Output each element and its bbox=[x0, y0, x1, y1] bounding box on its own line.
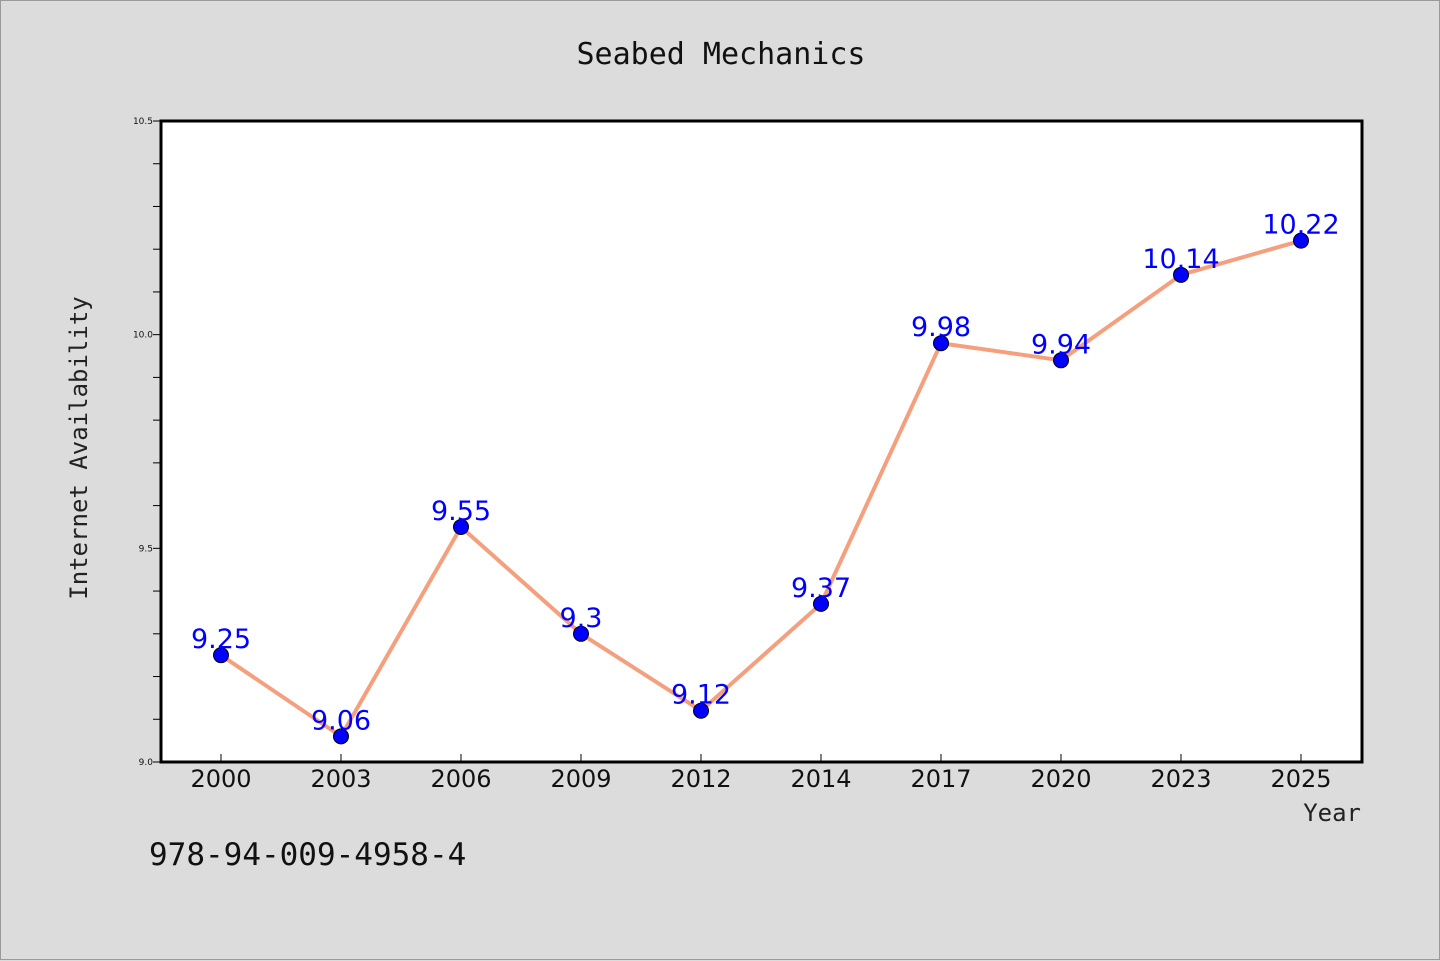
y-axis-label: Internet Availability bbox=[65, 296, 93, 599]
y-tick-label: 9.5 bbox=[139, 544, 153, 554]
x-tick-label: 2006 bbox=[430, 765, 491, 793]
data-point bbox=[333, 728, 349, 745]
data-label: 9.94 bbox=[1031, 329, 1091, 360]
isbn-text: 978-94-009-4958-4 bbox=[149, 837, 466, 873]
data-label: 9.06 bbox=[311, 705, 371, 736]
data-point bbox=[453, 518, 469, 535]
data-label: 9.25 bbox=[191, 624, 251, 655]
x-tick-label: 2000 bbox=[190, 765, 251, 793]
y-axis: 9.0 9.5 10.0 10.5 bbox=[133, 117, 161, 768]
x-tick-label: 2012 bbox=[670, 765, 731, 793]
data-label: 9.55 bbox=[431, 496, 491, 527]
data-label: 9.37 bbox=[791, 573, 851, 604]
data-point bbox=[573, 625, 589, 642]
x-tick-label: 2017 bbox=[910, 765, 971, 793]
series-group: 9.25 9.06 9.55 9.3 9.12 9.37 9.98 9.94 10.14 10.2… bbox=[191, 210, 1340, 745]
plot-area bbox=[159, 119, 1364, 764]
x-axis-label: Year bbox=[1303, 799, 1361, 827]
data-label: 10.14 bbox=[1142, 244, 1219, 275]
x-tick-label: 2014 bbox=[790, 765, 851, 793]
y-tick-label: 9.0 bbox=[139, 758, 154, 768]
x-tick-label: 2020 bbox=[1030, 765, 1091, 793]
x-tick-label: 2003 bbox=[310, 765, 371, 793]
data-point bbox=[1053, 352, 1069, 369]
x-tick-label: 2025 bbox=[1270, 765, 1331, 793]
data-point bbox=[1293, 232, 1309, 249]
chart-title: Seabed Mechanics bbox=[577, 37, 866, 72]
data-point bbox=[693, 702, 709, 719]
y-tick-label: 10.0 bbox=[133, 331, 153, 341]
data-point bbox=[1173, 266, 1189, 283]
data-label: 9.3 bbox=[560, 603, 603, 634]
data-point bbox=[213, 647, 229, 664]
data-point bbox=[933, 335, 949, 352]
x-axis: 2000 2003 2006 2009 2012 2014 2017 2020 2023 2025 bbox=[190, 754, 1332, 793]
data-label: 10.22 bbox=[1262, 210, 1339, 241]
data-label: 9.98 bbox=[911, 312, 971, 343]
x-tick-label: 2009 bbox=[550, 765, 611, 793]
x-tick-label: 2023 bbox=[1150, 765, 1211, 793]
data-point bbox=[813, 595, 829, 612]
y-tick-label: 10.5 bbox=[133, 117, 153, 127]
data-label: 9.12 bbox=[671, 680, 731, 711]
series-line bbox=[219, 238, 1302, 739]
